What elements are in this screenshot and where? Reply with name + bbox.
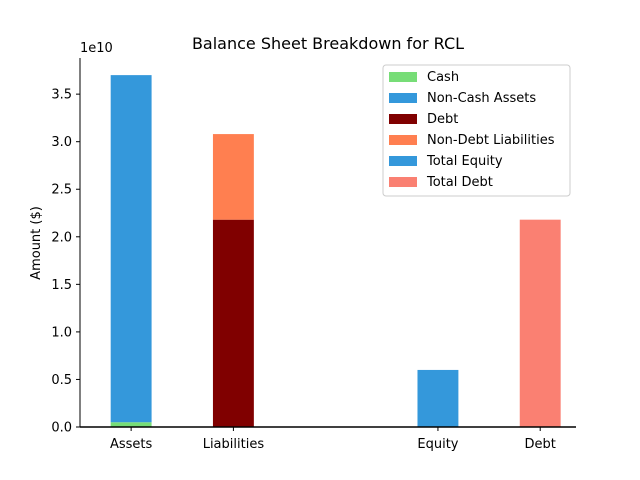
y-tick-label: 0.0 [51,421,72,436]
legend-swatch [389,114,417,124]
y-tick-label: 1.5 [51,278,72,293]
bar-total-debt [519,219,561,427]
y-axis-offset-text: 1e10 [80,41,113,56]
legend-label: Total Equity [426,154,503,169]
x-tick-label: Debt [525,437,556,452]
bar-debt [212,219,254,427]
legend-label: Total Debt [426,175,493,190]
x-tick-label: Assets [110,437,153,452]
plot-area: 0.0 0.5 1.0 1.5 2.0 2.5 3.0 3.5 Assets Liabilitie… [51,58,576,452]
legend-swatch [389,177,417,187]
legend-box [382,64,571,197]
x-tick-label: Equity [417,437,458,452]
y-tick-label: 2.5 [51,183,72,198]
legend-label: Non-Cash Assets [427,91,536,106]
y-tick-label: 2.0 [51,230,72,245]
legend-swatch [389,135,417,145]
bar-total-equity [417,369,459,427]
y-tick-label: 0.5 [51,373,72,388]
legend-label: Cash [427,70,459,85]
bar-non-debt-liabilities [212,134,254,220]
x-tick-label: Liabilities [203,437,265,452]
bar-non-cash-assets [110,75,152,423]
y-axis-label: Amount ($) [29,206,44,280]
y-tick-label: 3.5 [51,88,72,103]
bar-cash [110,422,152,427]
y-tick-label: 1.0 [51,325,72,340]
legend-swatch [389,156,417,166]
legend-label: Non-Debt Liabilities [427,133,555,148]
legend-label: Debt [427,112,458,127]
legend-swatch [389,93,417,103]
chart-title: Balance Sheet Breakdown for RCL [192,34,464,53]
legend-swatch [389,72,417,82]
y-tick-label: 3.0 [51,135,72,150]
